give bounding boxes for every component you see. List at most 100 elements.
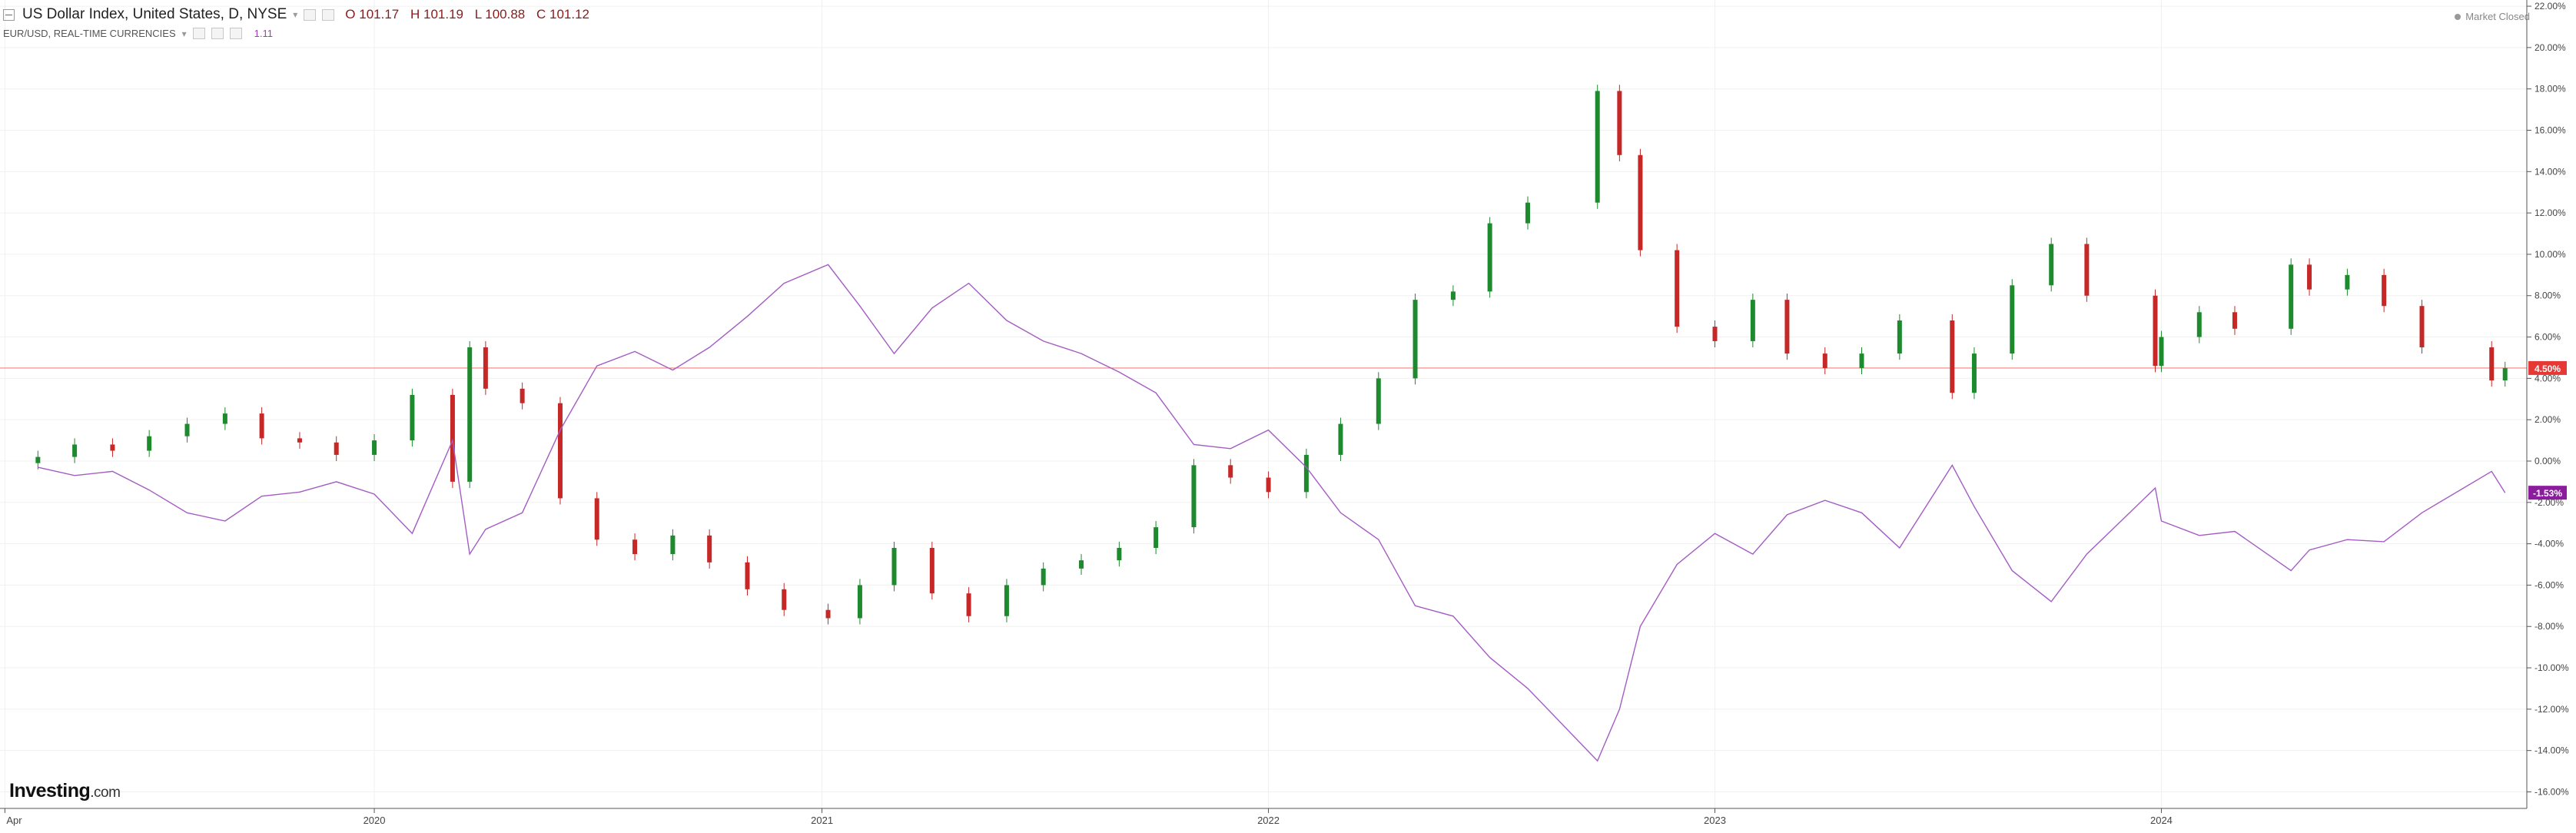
candle-body	[2159, 337, 2164, 367]
candle	[2153, 289, 2158, 373]
candle	[1079, 554, 1084, 575]
eye-icon[interactable]	[192, 28, 205, 39]
y-tick-label: 6.00%	[2535, 332, 2561, 343]
candle	[1041, 562, 1046, 592]
candle-body	[334, 442, 339, 455]
candle-body	[1450, 291, 1456, 300]
brand-name: Investing	[9, 780, 91, 801]
close-value: C 101.12	[536, 7, 589, 22]
candle	[372, 434, 377, 461]
candle	[929, 541, 934, 600]
candle-body	[1525, 202, 1530, 224]
candle	[410, 388, 415, 447]
candle	[450, 388, 455, 488]
high-value: H 101.19	[410, 7, 463, 22]
x-tick-label: 2024	[2150, 815, 2173, 826]
candle-body	[1971, 353, 1977, 393]
candle-body	[1617, 91, 1622, 155]
collapse-icon[interactable]	[3, 8, 15, 21]
candle	[147, 430, 152, 457]
chart-legend: US Dollar Index, United States, D, NYSE …	[3, 6, 597, 39]
candle	[2345, 268, 2350, 296]
candle-body	[450, 394, 455, 482]
x-tick-label: 2020	[363, 815, 386, 826]
candle	[2010, 279, 2015, 360]
candle-body	[632, 539, 638, 555]
candle-body	[782, 589, 787, 610]
y-tick-label: 18.00%	[2535, 84, 2566, 95]
y-tick-label: 20.00%	[2535, 42, 2566, 53]
comparison-value: 1.11	[254, 28, 274, 39]
candle-body	[2010, 285, 2015, 354]
candle-body	[670, 535, 676, 555]
candle-body	[2489, 347, 2495, 381]
candle-body	[891, 547, 897, 586]
y-tick-label: -12.00%	[2535, 704, 2569, 715]
y-tick-label: 12.00%	[2535, 207, 2566, 218]
candle-body	[1675, 250, 1680, 327]
plot-area	[0, 85, 2527, 762]
candle	[2382, 268, 2387, 313]
x-tick-label: Apr	[6, 815, 22, 826]
candle	[1412, 294, 1418, 385]
candle	[2049, 237, 2054, 292]
series-title: US Dollar Index, United States, D, NYSE	[22, 6, 287, 22]
candle-body	[1487, 223, 1492, 292]
candle-body	[2307, 264, 2312, 290]
candle-body	[1191, 465, 1197, 528]
candle-body	[110, 444, 115, 451]
settings-icon[interactable]	[304, 8, 317, 21]
brand-logo: Investing.com	[9, 780, 121, 802]
candle	[1617, 85, 1622, 161]
candle	[2289, 258, 2294, 335]
candle	[1338, 417, 1343, 461]
open-value: O 101.17	[345, 7, 400, 22]
x-axis: Apr 2020 2021 2022 2023 2024	[0, 808, 2527, 826]
candle	[110, 438, 115, 457]
candle	[1712, 320, 1718, 348]
chevron-down-icon[interactable]: ▾	[293, 9, 298, 20]
candle-body	[1266, 477, 1271, 493]
candle	[891, 541, 897, 592]
candle	[1154, 521, 1159, 555]
y-axis: 22.00% 20.00% 18.00% 16.00% 14.00% 12.00% 10.0…	[2526, 0, 2569, 808]
candle	[1266, 471, 1271, 499]
candle	[1376, 372, 1381, 430]
candle-body	[1004, 585, 1009, 616]
candle-body	[147, 436, 152, 451]
candle-body	[2345, 274, 2350, 290]
dxy-last-value-tag-text: 4.50%	[2535, 363, 2561, 374]
candle	[1004, 579, 1009, 622]
eurusd-last-value-tag-text: -1.53%	[2533, 488, 2562, 499]
status-dot-icon	[2455, 13, 2461, 20]
y-tick-label: 22.00%	[2535, 1, 2566, 12]
main-series-legend: US Dollar Index, United States, D, NYSE …	[3, 6, 597, 23]
y-tick-label: 16.00%	[2535, 125, 2566, 136]
candle	[966, 587, 971, 622]
close-icon[interactable]	[229, 28, 242, 39]
settings-icon[interactable]	[211, 28, 224, 39]
candle	[2232, 306, 2237, 335]
candle	[483, 340, 488, 395]
candle-body	[1822, 353, 1827, 368]
y-tick-label: 2.00%	[2535, 414, 2561, 425]
close-icon[interactable]	[322, 8, 335, 21]
candle-body	[707, 535, 712, 563]
candle	[2307, 258, 2312, 296]
y-tick-label: -2.00%	[2535, 497, 2564, 508]
chevron-down-icon[interactable]: ▾	[181, 28, 187, 39]
candle	[857, 579, 862, 625]
comparison-title: EUR/USD, REAL-TIME CURRENCIES	[3, 28, 176, 39]
candle	[72, 438, 78, 463]
candle-body	[2419, 306, 2425, 348]
x-tick-label: 2021	[811, 815, 833, 826]
candle	[707, 529, 712, 569]
y-tick-label: -4.00%	[2535, 539, 2564, 549]
candle	[1228, 459, 1233, 484]
candle-body	[72, 444, 78, 457]
candle-body	[857, 585, 862, 619]
candle	[2502, 361, 2508, 387]
candle	[1117, 541, 1122, 567]
candle-body	[483, 347, 488, 389]
